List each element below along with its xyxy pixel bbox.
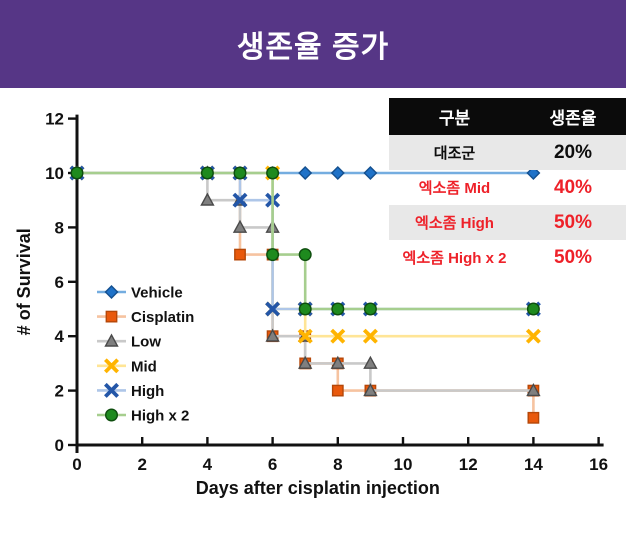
table-row-label: 엑소좀 High — [415, 215, 494, 232]
table-row-value: 50% — [553, 246, 593, 268]
y-tick-label: 4 — [55, 327, 65, 346]
table-header-row: 구분 생존율 — [389, 98, 626, 135]
legend-item-vehicle: Vehicle — [97, 285, 183, 302]
y-tick-label: 8 — [55, 218, 64, 237]
legend: Vehicle Cisplatin Low Mid High High x 2 — [97, 285, 194, 425]
x-tick-label: 16 — [589, 455, 608, 474]
legend-label: Low — [131, 334, 161, 351]
x-tick-label: 12 — [459, 455, 478, 474]
y-axis-title: # of Survival — [14, 228, 34, 335]
y-tick-label: 10 — [45, 164, 64, 183]
table-row: 대조군 20% — [389, 135, 626, 170]
legend-label: Mid — [131, 358, 157, 375]
table-row: 엑소좀 High 50% — [389, 205, 626, 240]
table-header-survival: 생존율 — [549, 109, 597, 128]
x-tick-label: 10 — [394, 455, 413, 474]
table-row: 엑소좀 Mid 40% — [389, 170, 626, 205]
x-tick-label: 8 — [333, 455, 342, 474]
survival-chart-card: 0 2 4 6 8 10 12 0 2 4 6 8 10 12 14 16 Days after cisplat… — [0, 88, 626, 537]
legend-label: Cisplatin — [131, 309, 194, 326]
legend-item-low: Low — [97, 333, 161, 351]
x-tick-label: 4 — [203, 455, 213, 474]
table-header-group: 구분 — [438, 109, 471, 128]
legend-item-high: High — [97, 383, 164, 400]
series-high-x-2 — [70, 166, 540, 316]
y-tick-label: 2 — [55, 382, 64, 401]
x-tick-label: 6 — [268, 455, 277, 474]
legend-label: High — [131, 383, 164, 400]
table-row-value: 20% — [553, 141, 593, 163]
legend-item-mid: Mid — [97, 358, 157, 375]
y-tick-label: 0 — [55, 436, 64, 455]
title-banner: 생존율 증가 — [0, 0, 626, 88]
table-row-label: 대조군 — [433, 145, 476, 162]
table-row-label: 엑소좀 High x 2 — [402, 250, 507, 267]
x-tick-label: 14 — [524, 455, 543, 474]
y-tick-label: 6 — [55, 273, 64, 292]
x-tick-label: 2 — [137, 455, 146, 474]
page-title: 생존율 증가 — [236, 31, 390, 64]
table-row-value: 40% — [553, 176, 593, 198]
legend-label: High x 2 — [131, 408, 189, 425]
x-tick-label: 0 — [72, 455, 81, 474]
legend-label: Vehicle — [131, 285, 183, 302]
y-tick-label: 12 — [45, 110, 64, 129]
table-row-value: 50% — [553, 211, 593, 233]
axes: 0 2 4 6 8 10 12 0 2 4 6 8 10 12 14 16 Days after cisplat… — [14, 110, 608, 498]
table-row-label: 엑소좀 Mid — [418, 180, 491, 197]
survival-rate-table: 구분 생존율 대조군 20% 엑소좀 Mid 40% 엑소좀 High 50% … — [389, 98, 626, 275]
legend-item-high-x-2: High x 2 — [97, 408, 189, 425]
table-row: 엑소좀 High x 2 50% — [389, 240, 626, 275]
legend-item-cisplatin: Cisplatin — [97, 309, 194, 326]
survival-chart: 0 2 4 6 8 10 12 0 2 4 6 8 10 12 14 16 Days after cisplat… — [14, 110, 608, 498]
x-axis-title: Days after cisplatin injection — [196, 478, 440, 498]
